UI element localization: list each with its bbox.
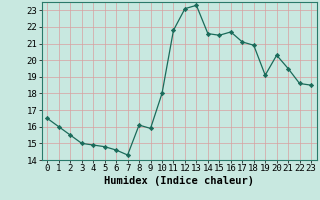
X-axis label: Humidex (Indice chaleur): Humidex (Indice chaleur) (104, 176, 254, 186)
